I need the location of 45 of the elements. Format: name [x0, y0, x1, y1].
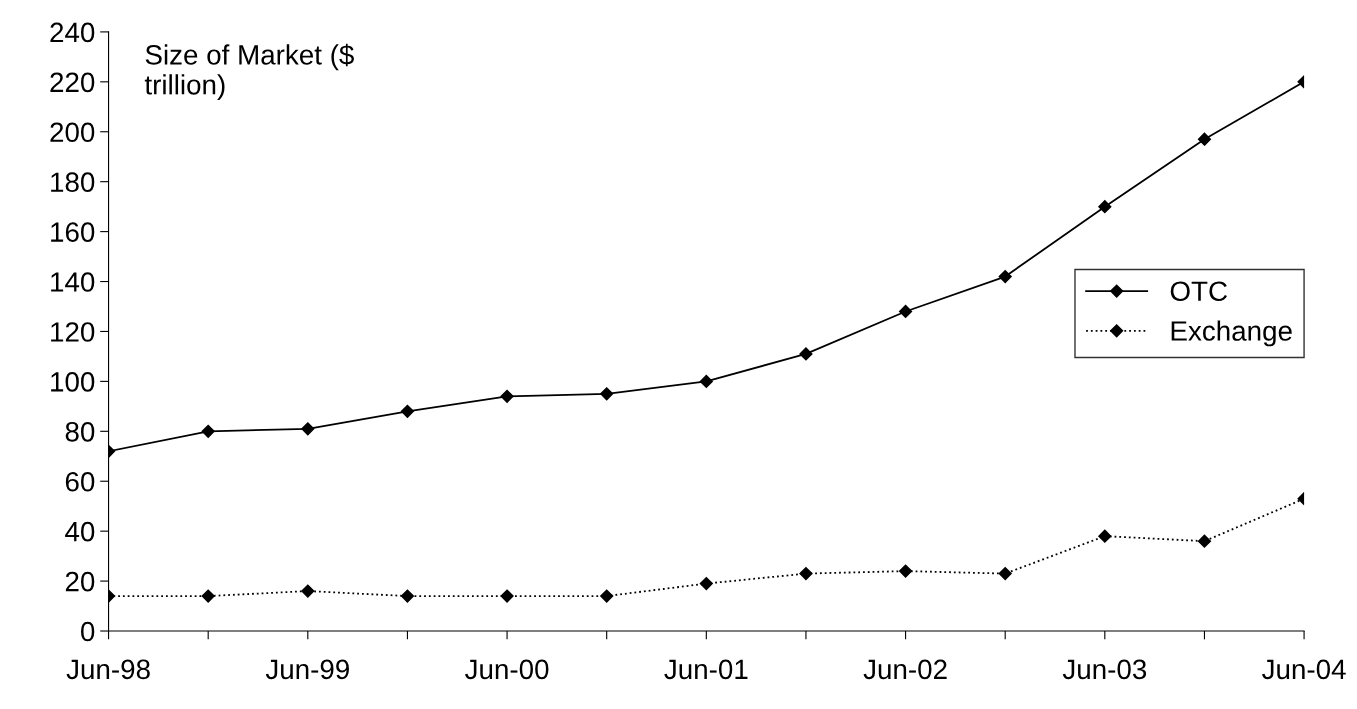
y-tick-label: 220 [50, 72, 95, 93]
point [699, 374, 713, 388]
legend-label: OTC [1170, 281, 1227, 302]
point [998, 567, 1012, 581]
y-tick-label: 180 [51, 172, 95, 193]
point [1197, 132, 1212, 146]
x-tick-label: Jun-01 [664, 659, 748, 680]
point [898, 304, 913, 319]
y-tick-label: 120 [51, 322, 95, 342]
point [301, 422, 315, 436]
x-tick-label: Jun-00 [465, 659, 549, 680]
point [1197, 534, 1212, 548]
x-tick-label: Jun-02 [863, 659, 947, 680]
point [201, 589, 215, 603]
point [799, 347, 813, 361]
x-tick-label: Jun-04 [1262, 659, 1346, 680]
y-tick-label: 200 [50, 122, 95, 143]
legend-label: Exchange [1171, 320, 1292, 347]
point [400, 404, 415, 418]
x-tick-label: Jun-03 [1062, 659, 1147, 680]
point [1098, 200, 1112, 214]
y-tick-label: 80 [65, 421, 95, 442]
point [998, 269, 1012, 284]
point [500, 589, 514, 603]
x-tick-label: Jun-99 [265, 659, 349, 680]
point [799, 567, 813, 581]
y-tick-label: 160 [51, 222, 95, 242]
y-tick-label: 20 [65, 571, 95, 592]
point [1098, 529, 1112, 543]
point [600, 589, 614, 603]
point [400, 589, 415, 603]
y-tick-label: 100 [51, 372, 95, 392]
x-tick-label: Jun-98 [66, 659, 150, 680]
point [500, 389, 514, 403]
point [600, 387, 614, 401]
y-tick-label: 140 [51, 272, 95, 292]
point [699, 576, 713, 591]
y-tick-label: 60 [65, 471, 95, 492]
point [301, 584, 315, 598]
y-tick-label: 240 [50, 22, 95, 43]
point [898, 564, 913, 578]
annotation: Size of Market ($ trillion) [144, 43, 354, 101]
y-tick-label: 40 [65, 521, 95, 542]
point [201, 424, 215, 438]
y-tick-label: 0 [81, 621, 95, 642]
